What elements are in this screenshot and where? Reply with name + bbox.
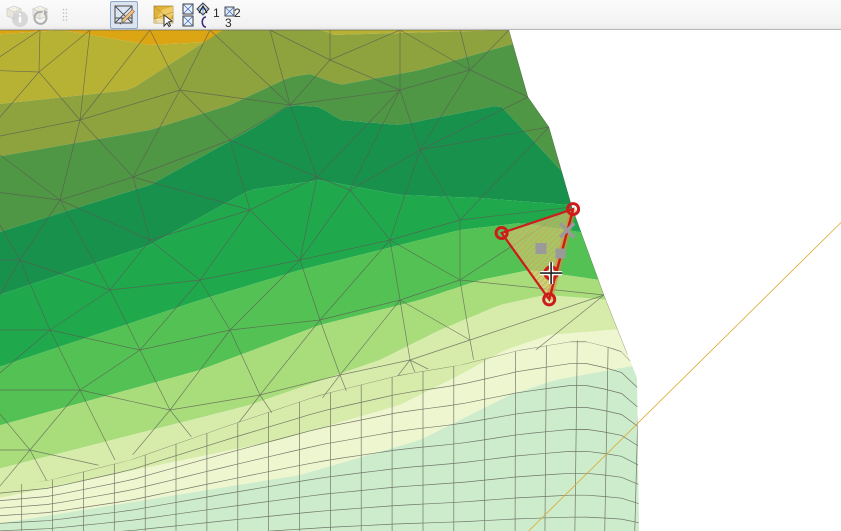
svg-text:2: 2 — [234, 6, 241, 20]
svg-text:1: 1 — [213, 6, 220, 20]
svg-text:3: 3 — [225, 16, 232, 28]
